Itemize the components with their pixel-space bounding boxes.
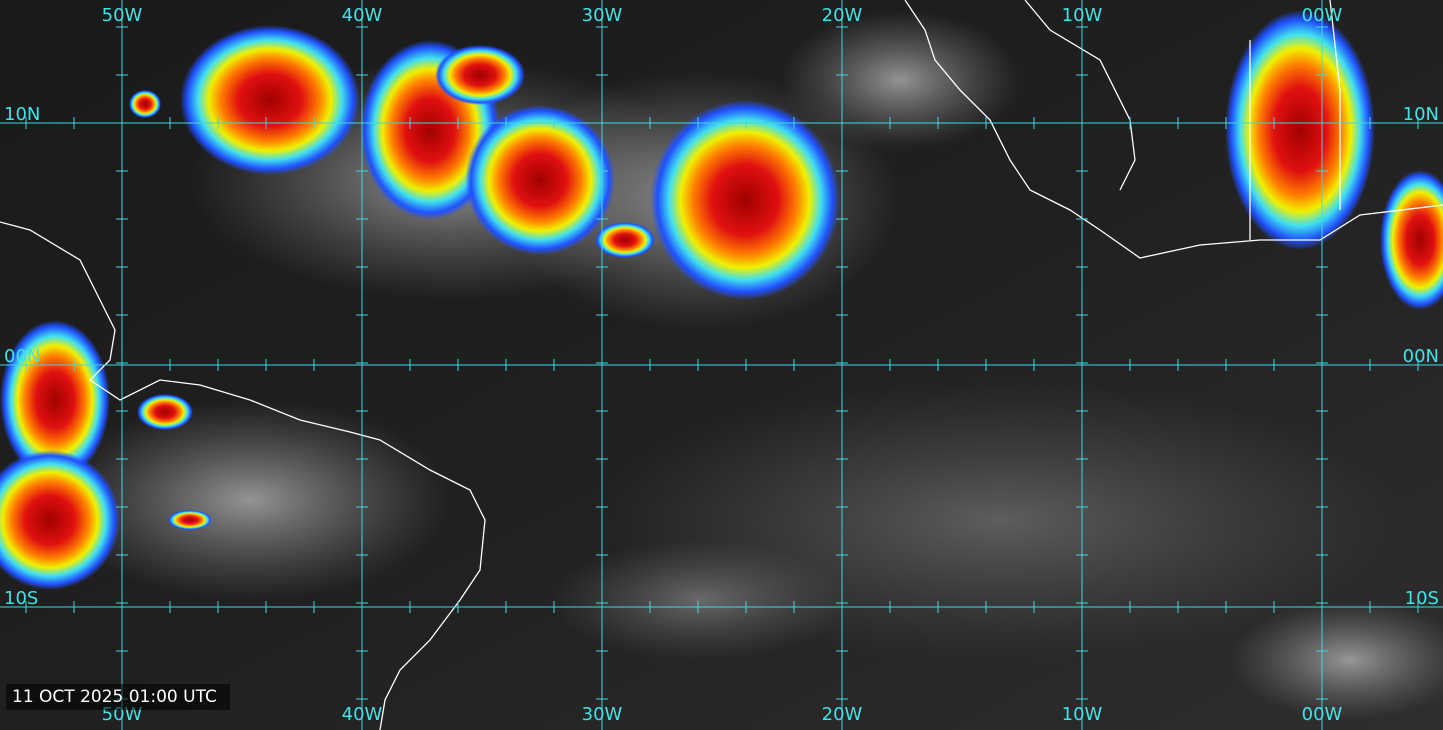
longitude-label: 50W xyxy=(102,5,143,26)
convection xyxy=(0,10,1443,590)
longitude-label: 10W xyxy=(1062,704,1103,725)
longitude-label: 30W xyxy=(582,704,623,725)
timestamp: 11 OCT 2025 01:00 UTC xyxy=(12,687,217,707)
timestamp-box xyxy=(6,684,230,710)
latitude-label: 00N xyxy=(1403,346,1439,367)
latitude-label: 00N xyxy=(4,346,40,367)
latitude-label: 10N xyxy=(4,104,40,125)
longitude-label: 10W xyxy=(1062,5,1103,26)
longitude-label: 00W xyxy=(1302,5,1343,26)
longitude-label: 40W xyxy=(342,5,383,26)
longitude-label: 00W xyxy=(1302,704,1343,725)
longitude-label: 20W xyxy=(822,5,863,26)
latitude-label: 10S xyxy=(4,588,38,609)
longitude-label: 40W xyxy=(342,704,383,725)
longitude-label: 20W xyxy=(822,704,863,725)
latitude-label: 10S xyxy=(1405,588,1439,609)
longitude-label: 30W xyxy=(582,5,623,26)
latitude-label: 10N xyxy=(1403,104,1439,125)
